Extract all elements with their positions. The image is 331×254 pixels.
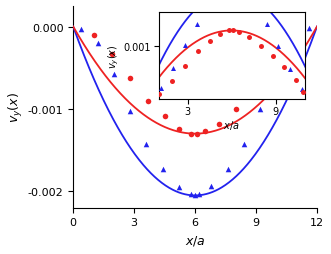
Point [274, 72, 279, 76]
Point [209, 184, 214, 188]
Point [188, 192, 194, 196]
Y-axis label: $v_y(x)$: $v_y(x)$ [7, 92, 25, 123]
Point [127, 77, 133, 81]
Point [249, 93, 255, 97]
Point [282, 54, 287, 58]
Point [79, 28, 84, 32]
Point [160, 167, 165, 171]
Point [192, 194, 198, 198]
Point [265, 75, 271, 79]
Point [197, 192, 202, 196]
Point [217, 122, 222, 126]
Point [146, 99, 151, 103]
Point [203, 130, 208, 134]
Point [95, 42, 100, 46]
Point [109, 53, 115, 57]
Point [176, 185, 181, 189]
Point [195, 132, 200, 136]
Point [91, 34, 96, 38]
Point [241, 143, 247, 147]
Point [258, 107, 263, 112]
Point [225, 167, 230, 171]
Point [233, 107, 238, 112]
Point [176, 127, 181, 131]
Point [290, 41, 295, 45]
Point [306, 27, 311, 31]
Point [111, 73, 117, 77]
Point [162, 115, 167, 119]
Point [144, 142, 149, 146]
Point [127, 110, 133, 114]
X-axis label: $x/a$: $x/a$ [185, 233, 206, 247]
Point [188, 132, 194, 136]
Point [298, 35, 304, 39]
